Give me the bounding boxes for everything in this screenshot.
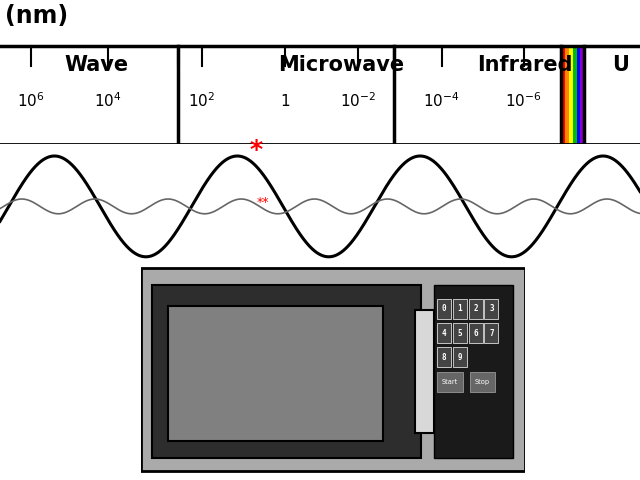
Text: $10^6$: $10^6$: [17, 92, 45, 110]
Bar: [565, 46, 569, 144]
Text: (nm): (nm): [5, 4, 68, 28]
Text: 6: 6: [474, 329, 478, 337]
Bar: [573, 46, 577, 144]
Text: 5: 5: [458, 329, 462, 337]
Bar: [470, 372, 495, 392]
Text: 3: 3: [489, 304, 493, 313]
Text: Start: Start: [442, 379, 458, 385]
Text: Wave: Wave: [64, 55, 128, 75]
Bar: [484, 323, 499, 343]
Bar: [437, 323, 451, 343]
Bar: [453, 323, 467, 343]
Text: 0: 0: [442, 304, 447, 313]
Text: 1: 1: [458, 304, 462, 313]
Text: 8: 8: [442, 353, 447, 362]
Bar: [437, 299, 451, 319]
Text: **: **: [256, 196, 269, 209]
Bar: [561, 46, 565, 144]
Bar: [434, 285, 513, 458]
Text: *: *: [250, 138, 262, 162]
Bar: [577, 46, 580, 144]
Bar: [453, 348, 467, 368]
Text: $10^{-2}$: $10^{-2}$: [340, 92, 376, 110]
Bar: [569, 46, 573, 144]
Bar: [437, 348, 451, 368]
Bar: [468, 323, 483, 343]
Text: $10^2$: $10^2$: [188, 92, 215, 110]
Text: $10^{-6}$: $10^{-6}$: [505, 92, 542, 110]
Text: $10^{-4}$: $10^{-4}$: [423, 92, 460, 110]
Bar: [415, 311, 434, 433]
Text: 4: 4: [442, 329, 447, 337]
Text: U: U: [612, 55, 628, 75]
Text: Microwave: Microwave: [278, 55, 404, 75]
Bar: [468, 299, 483, 319]
Text: $10^4$: $10^4$: [93, 92, 122, 110]
Text: 7: 7: [489, 329, 493, 337]
Bar: [152, 285, 421, 458]
Bar: [580, 46, 584, 144]
Text: 2: 2: [474, 304, 478, 313]
Text: $1$: $1$: [280, 93, 290, 109]
Bar: [453, 299, 467, 319]
Bar: [168, 306, 383, 442]
Text: Stop: Stop: [475, 379, 490, 385]
Text: 9: 9: [458, 353, 462, 362]
Bar: [437, 372, 463, 392]
Bar: [484, 299, 499, 319]
Text: Infrared: Infrared: [477, 55, 572, 75]
